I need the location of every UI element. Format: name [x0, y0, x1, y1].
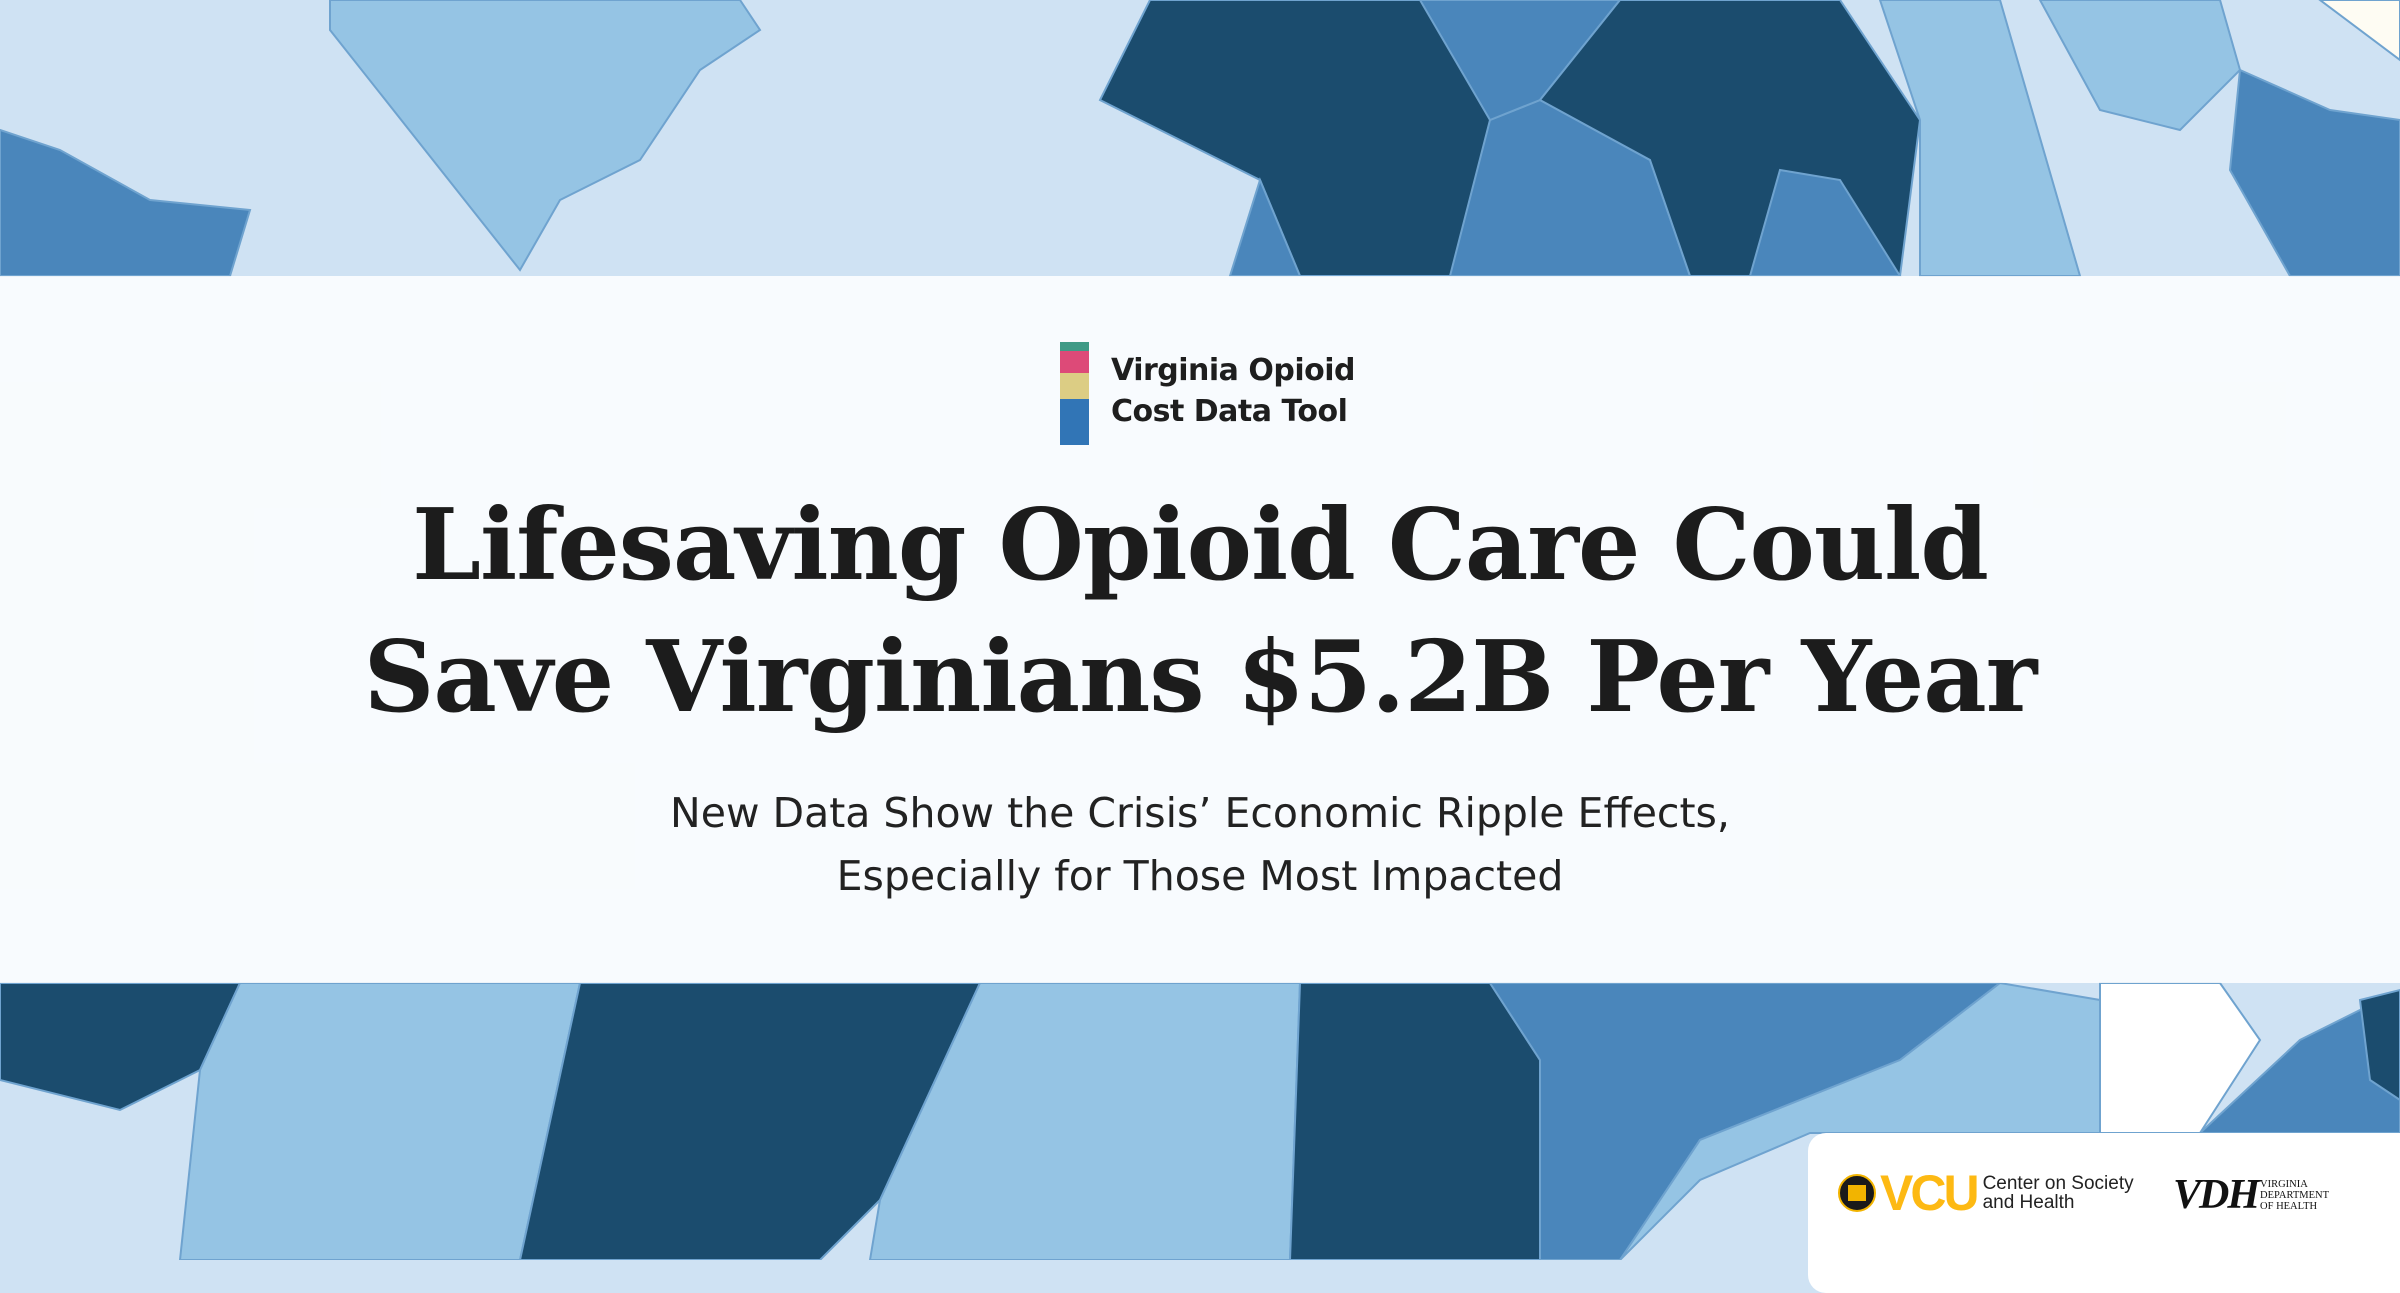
vcu-line-2: and Health — [1982, 1192, 2075, 1213]
headline-overlay-band — [0, 276, 2400, 983]
vdh-line-3: OF HEALTH — [2260, 1200, 2318, 1212]
vcu-center-name: Center on Society and Health — [1983, 1174, 2134, 1212]
headline: Lifesaving Opioid Care Could Save Virgin… — [0, 480, 2400, 744]
vcu-line-1: Center on Society — [1982, 1173, 2134, 1194]
vcu-logo[interactable]: VCU Center on Society and Health — [1838, 1165, 2134, 1221]
brand-name: Virginia Opioid Cost Data Tool — [1111, 350, 1355, 432]
subheadline: New Data Show the Crisis’ Economic Rippl… — [0, 782, 2400, 908]
headline-line-2: Save Virginians $5.2B Per Year — [363, 620, 2038, 735]
map-region — [868, 982, 1302, 1260]
map-region — [2228, 68, 2400, 277]
map-region — [2358, 988, 2400, 1102]
vcu-wordmark: VCU — [1880, 1165, 1980, 1221]
vdh-line-1: VIRGINIA — [2260, 1178, 2308, 1190]
brand-line-1: Virginia Opioid — [1111, 353, 1355, 388]
brand-color-bar-icon — [1060, 342, 1089, 445]
vdh-line-2: DEPARTMENT — [2260, 1189, 2330, 1201]
map-region — [0, 128, 252, 277]
vdh-full-name: VIRGINIA DEPARTMENT OF HEALTH — [2260, 1179, 2329, 1212]
map-region — [2318, 0, 2400, 62]
map-region — [329, 0, 762, 272]
subheadline-line-2: Especially for Those Most Impacted — [836, 852, 1564, 900]
map-region — [2099, 982, 2262, 1134]
vdh-logo[interactable]: VDH VIRGINIA DEPARTMENT OF HEALTH — [2173, 1172, 2329, 1218]
headline-line-1: Lifesaving Opioid Care Could — [412, 488, 1989, 603]
brand-line-2: Cost Data Tool — [1111, 394, 1348, 429]
subheadline-line-1: New Data Show the Crisis’ Economic Rippl… — [670, 789, 1730, 837]
map-region — [518, 982, 982, 1260]
brand-logo[interactable]: Virginia Opioid Cost Data Tool — [1060, 342, 1355, 445]
map-region — [1288, 982, 1541, 1260]
vcu-seal-icon — [1838, 1174, 1876, 1212]
map-region — [2038, 0, 2242, 132]
partner-logos-panel: VCU Center on Society and Health VDH VIR… — [1808, 1133, 2400, 1293]
map-region — [0, 982, 242, 1112]
choropleth-map-background — [0, 0, 2400, 1260]
vdh-wordmark: VDH — [2173, 1172, 2260, 1218]
map-region — [1098, 0, 1502, 277]
map-region — [178, 982, 582, 1260]
